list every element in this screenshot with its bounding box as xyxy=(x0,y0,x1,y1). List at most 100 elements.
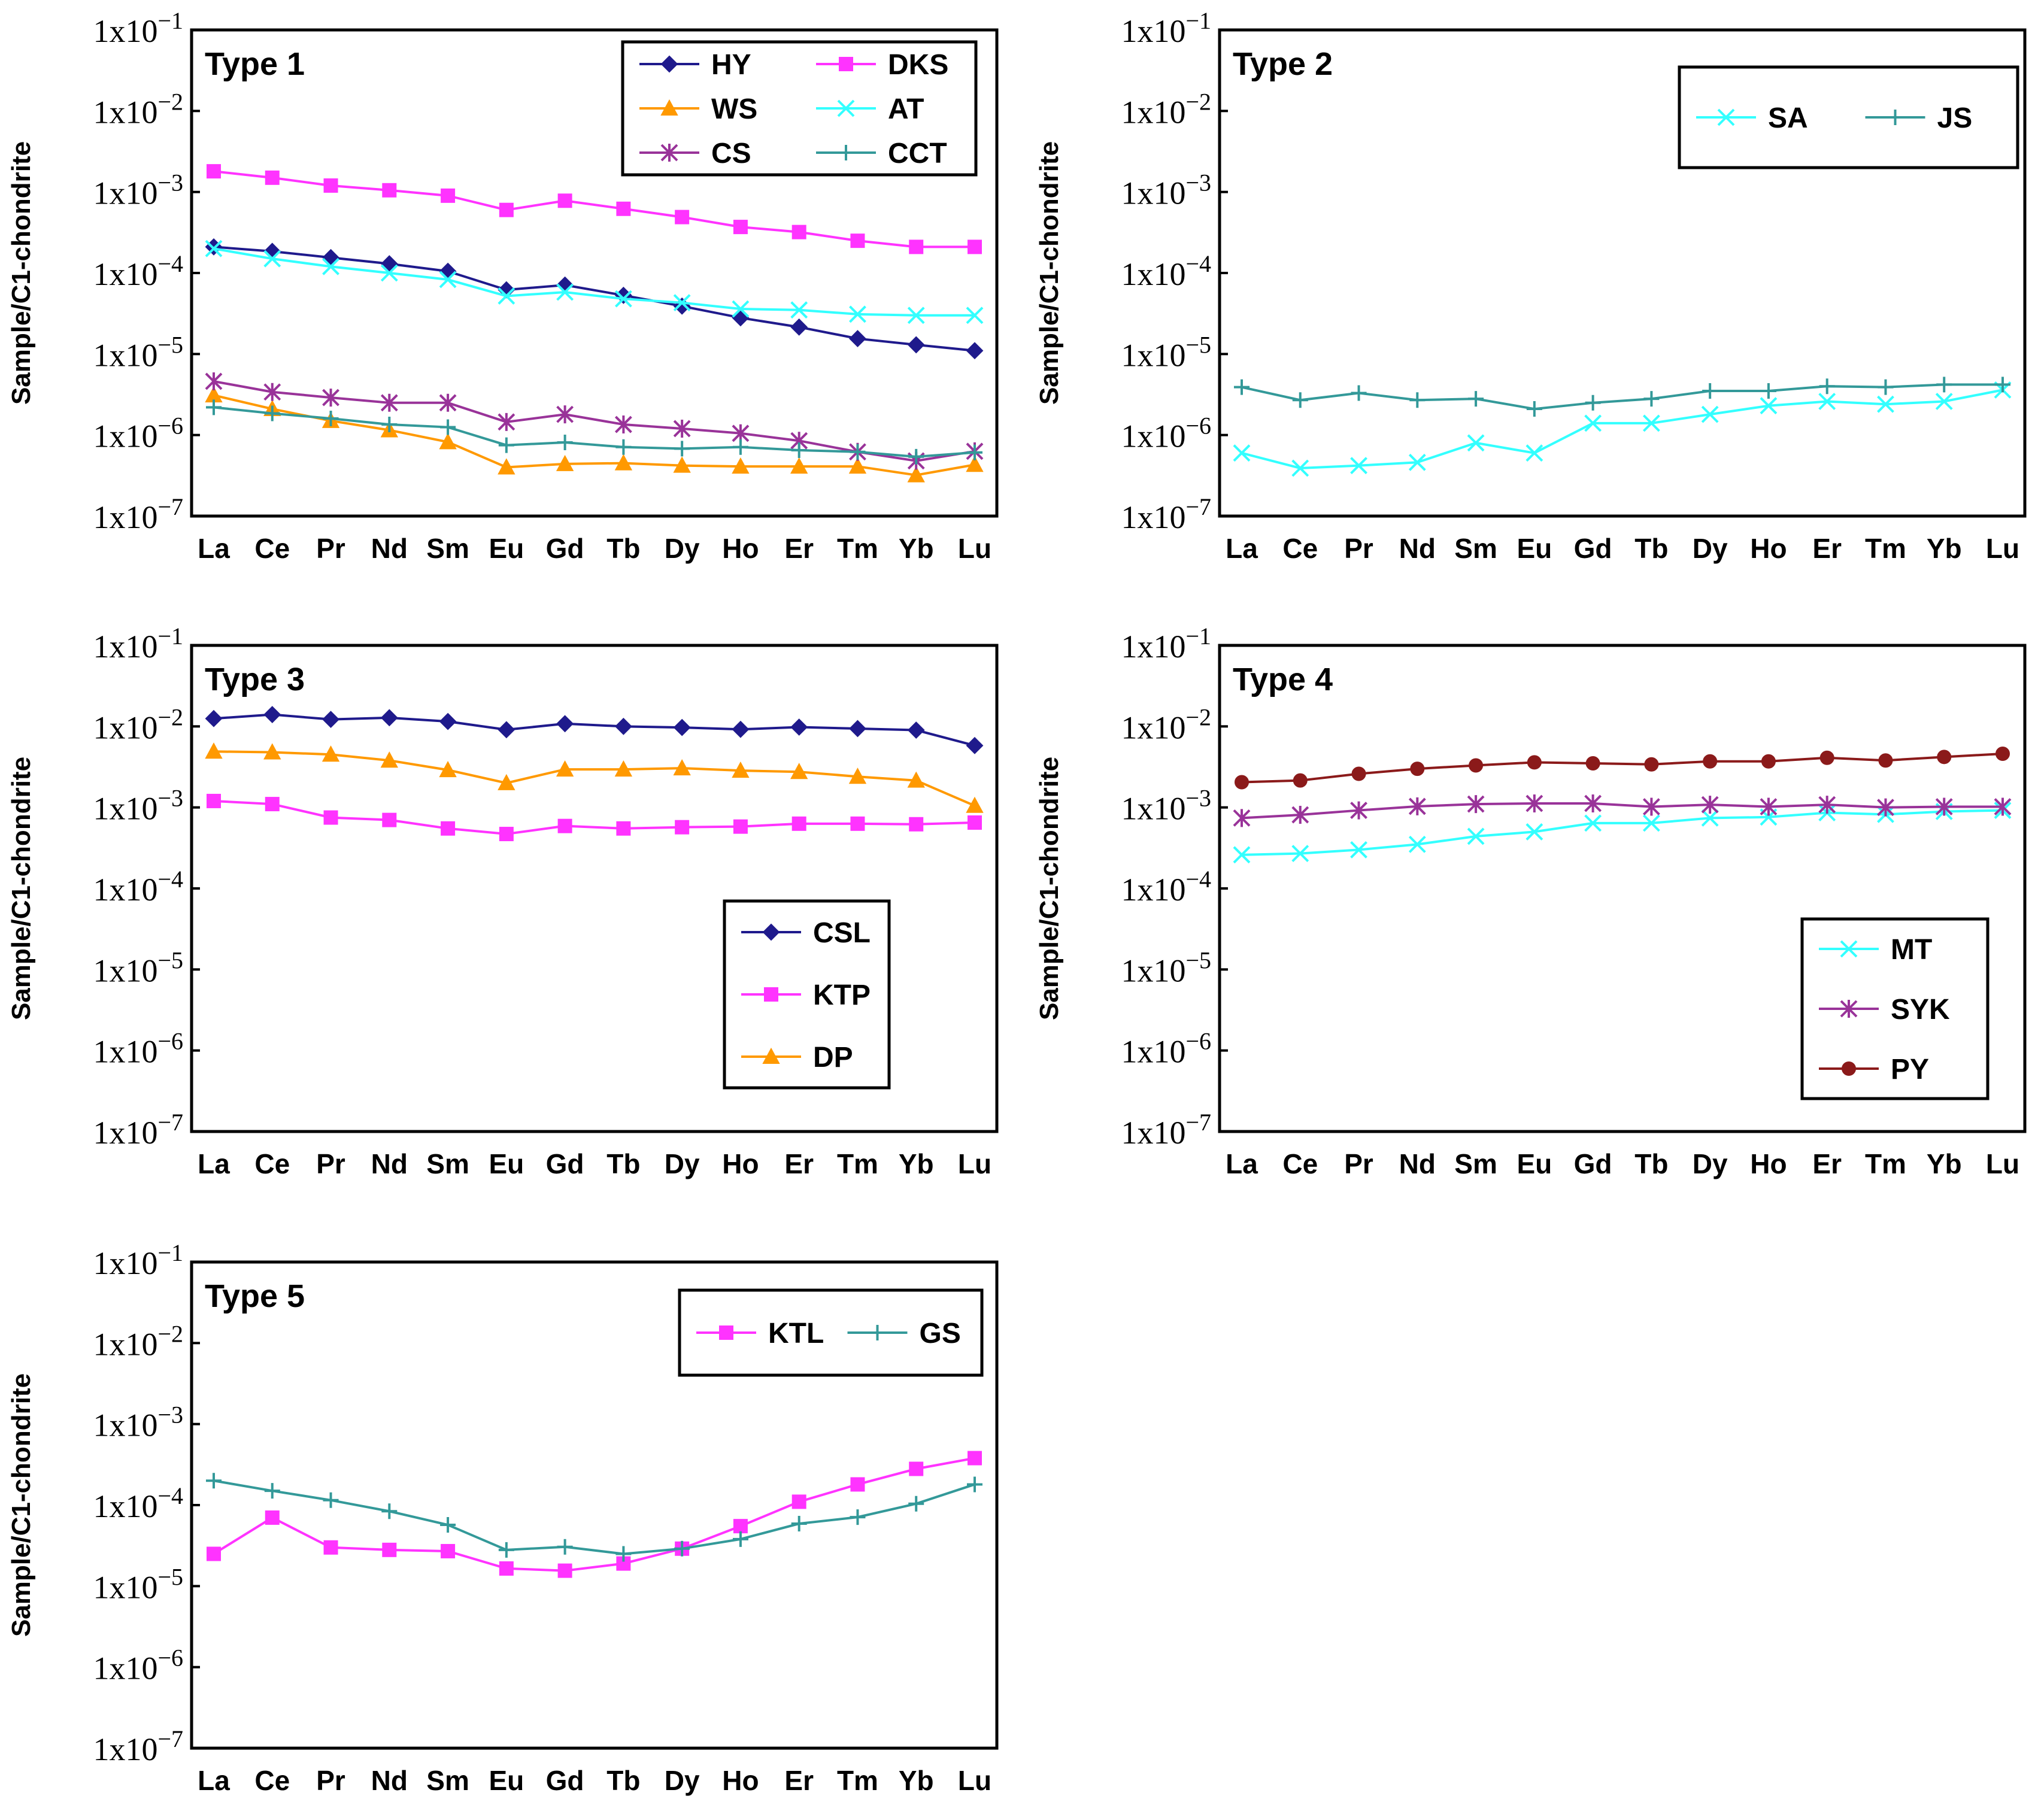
data-point xyxy=(1526,444,1543,462)
series-line xyxy=(1241,809,2003,856)
data-point xyxy=(1936,377,1952,393)
legend-item-mt: MT xyxy=(1819,934,1932,966)
data-point xyxy=(966,796,984,813)
data-point xyxy=(323,411,339,427)
data-point xyxy=(1818,393,1836,410)
data-point xyxy=(1937,750,1952,765)
y-axis-label: Sample/C1-chondrite xyxy=(1035,757,1064,1020)
data-point xyxy=(848,768,867,784)
data-point xyxy=(968,1451,982,1466)
legend-item-sa: SA xyxy=(1696,102,1808,134)
series-line xyxy=(213,799,975,836)
y-tick-label: 1x10−2 xyxy=(1121,703,1211,745)
series-line xyxy=(1241,389,2003,470)
y-tick-label: 1x10−6 xyxy=(93,1028,183,1070)
data-point xyxy=(1350,457,1367,475)
y-tick-label: 1x10−3 xyxy=(93,785,183,827)
x-tick-label: Sm xyxy=(1454,533,1497,564)
legend-marker xyxy=(838,145,854,160)
series-line xyxy=(213,394,975,477)
data-point xyxy=(1584,794,1602,813)
data-point xyxy=(907,466,925,483)
series-line xyxy=(213,245,975,352)
data-point xyxy=(1703,754,1718,769)
x-tick-label: Eu xyxy=(489,1148,524,1179)
x-tick-label: Ho xyxy=(1750,1148,1787,1179)
data-point xyxy=(205,709,223,727)
legend-marker xyxy=(869,1325,885,1340)
data-point xyxy=(1878,753,1893,768)
data-point xyxy=(850,233,865,248)
data-point xyxy=(205,372,223,390)
x-tick-label: Yb xyxy=(1927,533,1962,564)
x-tick-label: La xyxy=(198,1765,230,1796)
data-point xyxy=(556,283,574,301)
y-tick-label: 1x10−6 xyxy=(1121,1028,1211,1070)
legend-marker xyxy=(839,57,853,71)
data-point xyxy=(1410,762,1425,776)
series-line xyxy=(213,713,975,747)
x-tick-label: Gd xyxy=(546,1148,584,1179)
legend-label: DP xyxy=(813,1042,853,1073)
data-point xyxy=(1760,397,1778,415)
data-point xyxy=(205,742,223,759)
legend-item-py: PY xyxy=(1819,1054,1929,1085)
legend-item-dks: DKS xyxy=(816,49,948,81)
legend-label: MT xyxy=(1891,934,1932,966)
data-point xyxy=(791,225,806,239)
data-point xyxy=(732,762,750,778)
legend-item-ws: WS xyxy=(639,93,757,125)
data-point xyxy=(675,820,690,835)
y-tick-label: 1x10−5 xyxy=(93,947,183,988)
data-point xyxy=(849,720,866,738)
data-point xyxy=(1408,797,1426,815)
data-point xyxy=(1584,414,1602,432)
data-point xyxy=(556,405,574,424)
data-point xyxy=(908,448,924,465)
data-point xyxy=(1701,796,1719,814)
legend-marker xyxy=(660,99,678,116)
y-tick-label: 1x10−3 xyxy=(1121,169,1211,211)
data-point xyxy=(1233,809,1251,827)
x-tick-label: Sm xyxy=(1454,1148,1497,1179)
data-point xyxy=(557,1563,572,1578)
legend-label: DKS xyxy=(888,49,948,81)
x-tick-label: Pr xyxy=(316,1765,345,1796)
series-line xyxy=(213,1479,975,1555)
legend-label: SA xyxy=(1768,102,1808,134)
data-point xyxy=(850,1477,865,1492)
y-tick-label: 1x10−4 xyxy=(93,1482,183,1524)
data-point xyxy=(207,1546,221,1561)
data-point xyxy=(615,1546,632,1562)
y-tick-label: 1x10−5 xyxy=(1121,947,1211,988)
data-point xyxy=(1819,378,1835,395)
x-tick-label: Nd xyxy=(371,1148,408,1179)
legend-marker xyxy=(719,1325,733,1340)
data-point xyxy=(207,164,221,179)
data-point xyxy=(1585,395,1601,411)
data-point xyxy=(733,819,748,834)
data-point xyxy=(498,287,515,305)
x-tick-label: Lu xyxy=(1986,533,2019,564)
legend-label: JS xyxy=(1937,102,1973,134)
data-point xyxy=(441,821,456,836)
legend-label: CSL xyxy=(813,917,871,949)
data-point xyxy=(732,720,750,738)
data-point xyxy=(909,817,924,832)
data-point xyxy=(264,1483,280,1499)
data-point xyxy=(498,1542,514,1558)
x-tick-label: La xyxy=(1226,1148,1258,1179)
data-point xyxy=(1995,746,2010,761)
x-tick-label: Er xyxy=(784,533,814,564)
series-gs xyxy=(206,1473,982,1562)
y-tick-label: 1x10−4 xyxy=(93,250,183,292)
data-point xyxy=(1701,405,1719,423)
data-point xyxy=(382,812,397,827)
y-tick-label: 1x10−6 xyxy=(1121,412,1211,454)
y-axis-label: Sample/C1-chondrite xyxy=(7,1373,36,1637)
data-point xyxy=(381,1503,398,1519)
data-point xyxy=(380,709,398,727)
data-point xyxy=(673,759,691,776)
y-tick-label: 1x10−1 xyxy=(93,7,183,49)
legend-label: CS xyxy=(711,138,751,169)
